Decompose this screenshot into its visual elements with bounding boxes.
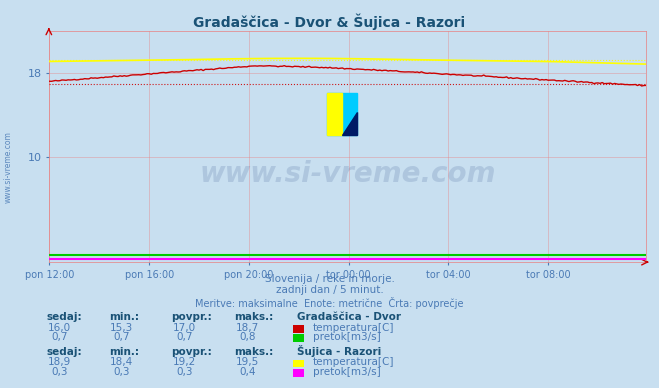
Text: 18,7: 18,7 <box>235 322 259 333</box>
Text: 18,9: 18,9 <box>47 357 71 367</box>
Text: www.si-vreme.com: www.si-vreme.com <box>200 160 496 188</box>
Text: 0,3: 0,3 <box>113 367 130 377</box>
Text: 0,4: 0,4 <box>239 367 256 377</box>
Text: 18,4: 18,4 <box>110 357 134 367</box>
Text: pretok[m3/s]: pretok[m3/s] <box>313 367 381 377</box>
Text: 19,2: 19,2 <box>173 357 196 367</box>
Text: Meritve: maksimalne  Enote: metrične  Črta: povprečje: Meritve: maksimalne Enote: metrične Črta… <box>195 297 464 309</box>
Text: 0,3: 0,3 <box>51 367 68 377</box>
Text: min.:: min.: <box>109 347 139 357</box>
Text: pretok[m3/s]: pretok[m3/s] <box>313 332 381 342</box>
Text: min.:: min.: <box>109 312 139 322</box>
Text: 0,7: 0,7 <box>176 332 193 342</box>
Text: 15,3: 15,3 <box>110 322 134 333</box>
Text: sedaj:: sedaj: <box>46 312 82 322</box>
Text: 0,7: 0,7 <box>51 332 68 342</box>
Text: povpr.:: povpr.: <box>171 312 212 322</box>
Text: 0,3: 0,3 <box>176 367 193 377</box>
Text: Gradaščica - Dvor & Šujica - Razori: Gradaščica - Dvor & Šujica - Razori <box>194 14 465 30</box>
Text: sedaj:: sedaj: <box>46 347 82 357</box>
Text: Gradaščica - Dvor: Gradaščica - Dvor <box>297 312 401 322</box>
Text: povpr.:: povpr.: <box>171 347 212 357</box>
Text: 17,0: 17,0 <box>173 322 196 333</box>
Text: 16,0: 16,0 <box>47 322 71 333</box>
Text: 0,8: 0,8 <box>239 332 256 342</box>
Text: Slovenija / reke in morje.: Slovenija / reke in morje. <box>264 274 395 284</box>
Text: zadnji dan / 5 minut.: zadnji dan / 5 minut. <box>275 285 384 295</box>
Text: Šujica - Razori: Šujica - Razori <box>297 345 381 357</box>
Bar <box>327 94 341 135</box>
Text: www.si-vreme.com: www.si-vreme.com <box>3 131 13 203</box>
Bar <box>327 94 357 135</box>
Text: temperatura[C]: temperatura[C] <box>313 357 395 367</box>
Text: maks.:: maks.: <box>234 312 273 322</box>
Text: 19,5: 19,5 <box>235 357 259 367</box>
Text: 0,7: 0,7 <box>113 332 130 342</box>
Text: temperatura[C]: temperatura[C] <box>313 322 395 333</box>
Text: maks.:: maks.: <box>234 347 273 357</box>
Polygon shape <box>341 112 357 135</box>
